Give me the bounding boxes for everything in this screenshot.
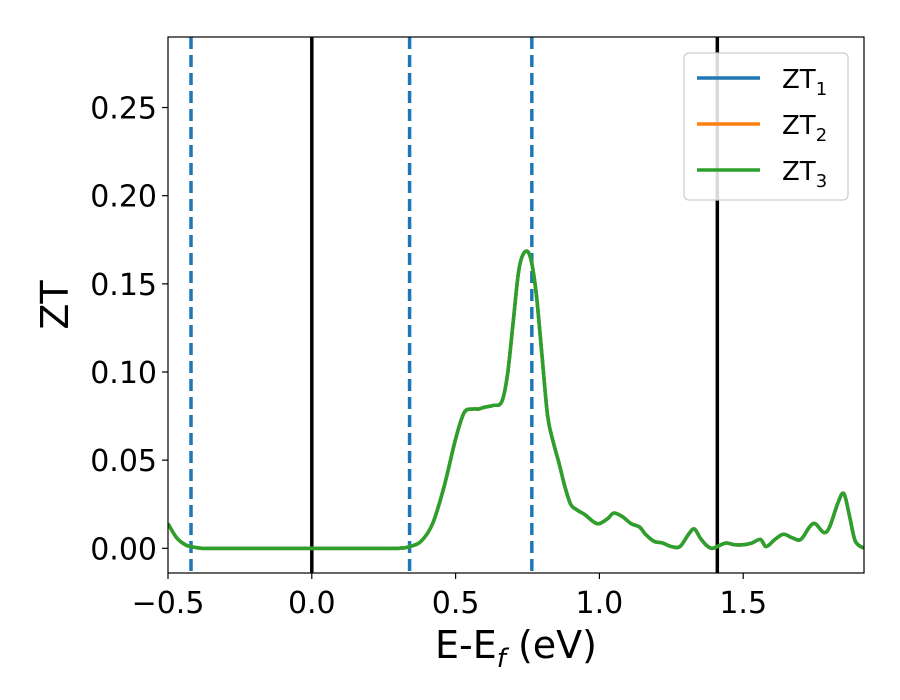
y-tick-label: 0.25 — [90, 92, 157, 127]
series-line-3 — [168, 249, 864, 551]
x-axis-label-main: E-E — [435, 623, 497, 667]
x-tick-label: 1.0 — [576, 586, 624, 621]
legend-box — [683, 52, 849, 201]
x-tick-label: −0.5 — [132, 586, 205, 621]
y-tick-label: 0.15 — [90, 268, 157, 303]
legend-label-2: ZT2 — [782, 111, 827, 146]
x-tick-label: 0.0 — [288, 586, 336, 621]
plot-frame — [167, 36, 865, 574]
legend-label-1: ZT1 — [782, 65, 827, 100]
x-axis-ticks: −0.5 0.0 0.5 1.0 1.5 — [132, 573, 767, 621]
x-tick-label: 0.5 — [432, 586, 480, 621]
x-tick-label: 1.5 — [719, 586, 767, 621]
y-tick-label: 0.10 — [90, 356, 157, 391]
y-axis-ticks: 0.00 0.05 0.10 0.15 0.20 0.25 — [90, 92, 168, 567]
y-axis-label: ZT — [33, 280, 77, 330]
legend: ZT1 ZT2 ZT3 — [683, 52, 849, 201]
y-tick-label: 0.20 — [90, 180, 157, 215]
series-lines — [168, 249, 864, 551]
legend-label-3: ZT3 — [782, 157, 827, 192]
y-tick-label: 0.05 — [90, 444, 157, 479]
reference-lines — [189, 37, 720, 573]
y-tick-label: 0.00 — [90, 532, 157, 567]
x-axis-label: E-Ef (eV) — [435, 623, 597, 674]
x-axis-label-unit: (eV) — [506, 623, 597, 667]
